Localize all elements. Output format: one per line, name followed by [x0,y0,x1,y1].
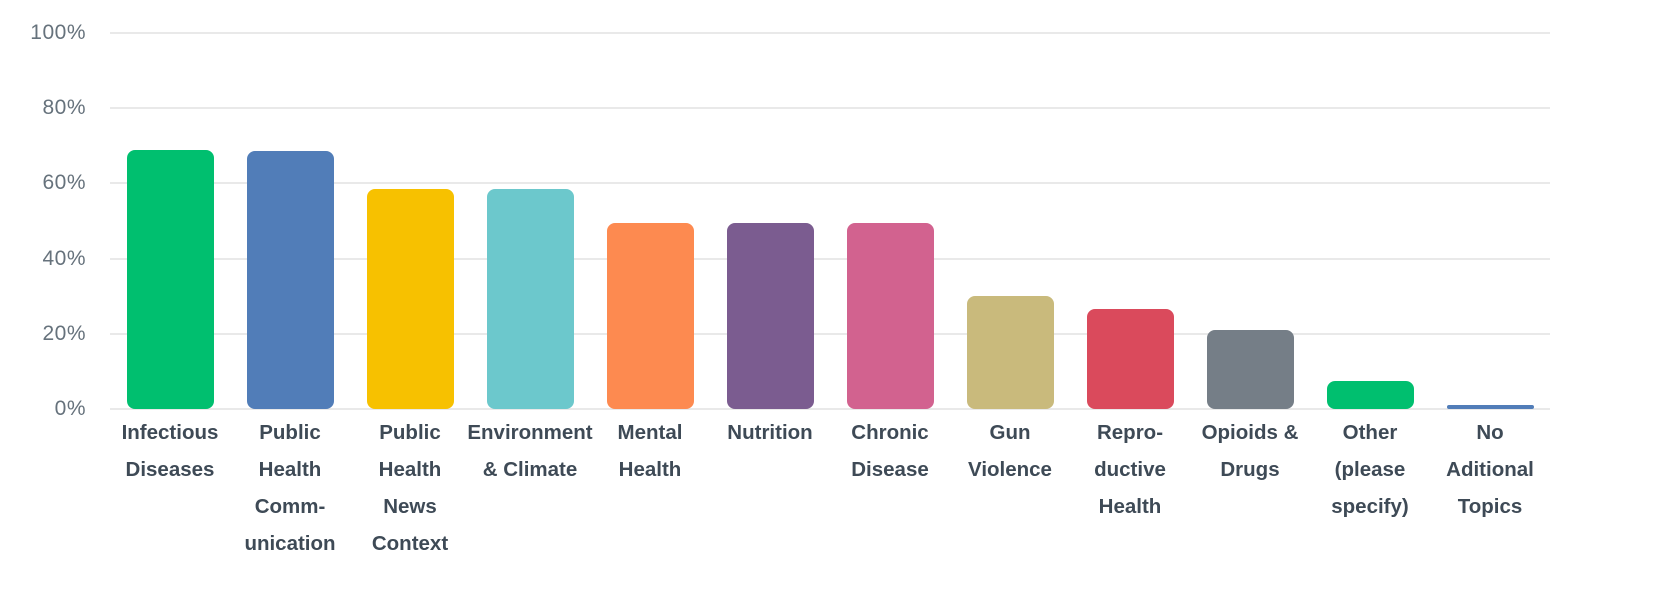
gridline-60 [110,182,1550,185]
x-label-line: Public [379,421,441,444]
x-label-line: Drugs [1220,458,1280,481]
x-label-line: Gun [989,421,1031,444]
x-label-public-health-news-context: Public Health News Context [345,414,475,562]
y-tick-label-60: 60% [42,171,86,195]
x-label-line: Violence [968,458,1052,481]
x-label-line: Other [1342,421,1398,444]
y-tick-label-40: 40% [42,246,86,270]
x-label-line: Context [371,532,449,555]
y-tick-label-0: 0% [54,397,86,420]
x-label-line: Disease [851,458,929,481]
x-label-line: Repro- [1096,421,1164,444]
x-label-line: specify) [1331,495,1409,518]
x-label-chronic-disease: Chronic Disease [825,414,955,488]
gridline-40 [110,257,1550,260]
x-label-line: (please [1334,458,1406,481]
x-label-line: Comm- [254,495,326,518]
bar-mental-health [606,222,694,409]
x-label-other-please-specify: Other (please specify) [1305,414,1435,525]
x-label-infectious-diseases: Infectious Diseases [105,414,235,488]
x-label-reproductive-health: Repro-ductive Health [1065,414,1195,525]
gridline-20 [110,332,1550,335]
bar-nutrition [726,222,814,409]
bar-environment-climate [486,189,574,409]
x-label-line: News [383,495,437,518]
plot-area [110,32,1550,410]
bar-public-health-communication [246,151,334,409]
x-label-line: Health [618,458,682,481]
x-label-mental-health: Mental Health [585,414,715,488]
bar-reproductive-health [1086,309,1174,409]
x-label-line: Public [259,421,321,444]
x-label-line: Diseases [125,458,215,481]
bar-infectious-diseases [126,149,214,409]
x-label-line: Chronic [851,421,929,444]
x-label-line: No [1476,421,1504,444]
x-label-line: Nutrition [727,421,813,444]
x-label-line: ductive [1094,458,1166,481]
x-label-opioids-drugs: Opioids & Drugs [1185,414,1315,488]
x-label-line: Environment [467,421,593,444]
bar-no-aditional-topics [1446,405,1534,409]
x-label-line: Aditional [1446,458,1534,481]
x-label-line: Health [258,458,322,481]
x-label-no-aditional-topics: No Aditional Topics [1425,414,1555,525]
x-label-gun-violence: Gun Violence [945,414,1075,488]
x-label-line: Mental [617,421,683,444]
bar-gun-violence [966,296,1054,409]
bar-public-health-news-context [366,189,454,409]
x-label-nutrition: Nutrition [705,414,835,451]
gridline-80 [110,107,1550,110]
y-tick-label-20: 20% [42,321,86,345]
x-label-line: unication [244,532,336,555]
y-tick-label-80: 80% [42,96,86,120]
gridline-100 [110,32,1550,34]
x-label-public-health-communication: Public Health Comm-unication [225,414,355,562]
x-label-line: Infectious [121,421,219,444]
x-label-line: Opioids & [1201,421,1299,444]
gridline-0 [110,408,1550,410]
y-tick-label-100: 100% [30,21,86,44]
x-label-environment-climate: Environment & Climate [465,414,595,488]
x-label-line: Health [378,458,442,481]
bar-chronic-disease [846,222,934,409]
x-label-line: Topics [1457,495,1523,518]
x-label-line: & Climate [482,458,578,481]
bar-opioids-drugs [1206,330,1294,409]
bar-other-please-specify [1326,380,1414,409]
x-label-line: Health [1098,495,1162,518]
